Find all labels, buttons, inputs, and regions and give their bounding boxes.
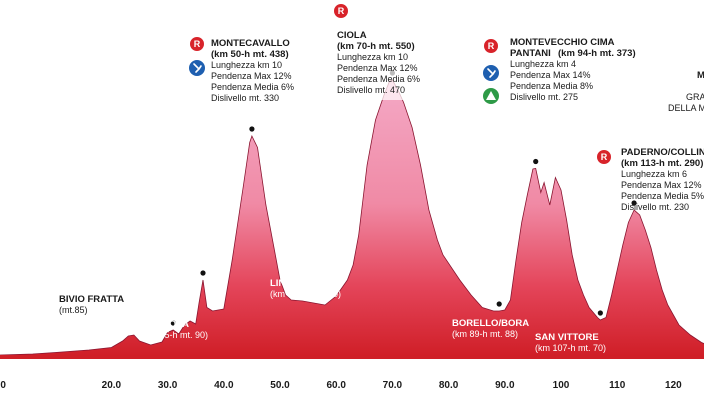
x-tick-label: 80.0 <box>439 380 459 391</box>
summit-marker <box>533 158 539 165</box>
cyclist-icon-glyph <box>487 68 496 78</box>
place-name: MELDOLA <box>142 319 189 330</box>
x-tick-label: 40.0 <box>214 380 234 391</box>
place-name: LINARO <box>270 278 306 289</box>
edge-label-2: GRA <box>686 92 704 102</box>
place-name: BIVIO FRATTA <box>59 294 124 305</box>
x-tick-label: 110 <box>609 380 626 391</box>
climb-detail: Pendenza Max 12% <box>337 63 418 73</box>
climb-detail: Lunghezza km 4 <box>510 59 576 69</box>
summit-marker <box>249 126 255 132</box>
climb-name: MONTEVECCHIO CIMA <box>510 37 615 48</box>
climb-info-backdrop <box>331 28 417 100</box>
place-label: BIVIO FRATTA(mt.85) <box>59 294 124 315</box>
x-axis-bar <box>0 355 704 359</box>
climb-subtitle: (km 70-h mt. 550) <box>337 41 415 52</box>
badge-circle <box>189 36 205 52</box>
elevation-area <box>0 80 704 355</box>
edge-label-3: DELLA M <box>668 103 704 113</box>
climb-detail: Lunghezza km 10 <box>337 52 408 62</box>
climb-detail: Pendenza Media 5% <box>621 191 704 201</box>
place-name: SAN VITTORE <box>535 332 599 343</box>
place-label: SAN VITTORE(km 107-h mt. 70) <box>535 332 606 353</box>
climb-detail: Lunghezza km 6 <box>621 169 687 179</box>
climb-info-1: R MONTECAVALLO(km 50-h mt. 438)Lunghezza … <box>189 36 294 103</box>
climb-info-4: R PADERNO/COLLIN(km 113-h mt. 290)Lunghez… <box>596 147 704 212</box>
climb-detail: Pendenza Media 6% <box>337 74 420 84</box>
place-subtitle: (km 107-h mt. 70) <box>535 343 606 353</box>
edge-label-1: M <box>697 70 704 81</box>
x-tick-label: 60.0 <box>326 380 346 391</box>
climb-detail: Pendenza Max 12% <box>211 71 292 81</box>
place-marker <box>170 320 176 326</box>
place-name: BORELLO/BORA <box>452 318 529 329</box>
climb-subtitle: (km 50-h mt. 438) <box>211 49 289 60</box>
cyclist-icon <box>189 60 205 76</box>
climb-detail: Pendenza Max 14% <box>510 70 591 80</box>
badge-letter: R <box>338 6 345 16</box>
climb-badge: R <box>189 36 205 52</box>
climb-name: CIOLA <box>337 30 367 41</box>
climb-detail: Dislivello mt. 470 <box>337 85 405 95</box>
climb-subtitle: (km 113-h mt. 290) <box>621 158 703 169</box>
place-subtitle: (km 60-h mt. 100) <box>270 289 341 299</box>
badge-letter: R <box>194 39 201 49</box>
place-subtitle: (mt.85) <box>59 305 88 315</box>
cyclist-icon <box>483 65 499 81</box>
climb-detail: Dislivello mt. 330 <box>211 93 279 103</box>
place-label: MELDOLA(km 35-h mt. 90) <box>142 319 208 340</box>
x-tick-label: 120 <box>665 380 682 391</box>
climb-subtitle: (km 94-h mt. 373) <box>558 48 636 59</box>
x-tick-label: 90.0 <box>495 380 515 391</box>
mountain-peak-icon <box>483 88 499 104</box>
climb-badge: R <box>596 149 612 165</box>
cyclist-icon-glyph <box>193 63 202 73</box>
climb-detail: Pendenza Max 12% <box>621 180 702 190</box>
climb-detail: Pendenza Media 8% <box>510 81 593 91</box>
summit-marker <box>631 200 637 206</box>
badge-letter: R <box>488 41 495 51</box>
x-tick-label: 70.0 <box>383 380 403 391</box>
place-marker <box>597 310 603 316</box>
badge-letter: R <box>601 152 608 162</box>
elevation-line <box>0 79 704 356</box>
climb-detail: Dislivello mt. 230 <box>621 202 689 212</box>
x-tick-label: 30.0 <box>158 380 178 391</box>
peak-icon-glyph <box>486 91 496 100</box>
badge-circle <box>596 149 612 165</box>
place-subtitle: (km 89-h mt. 88) <box>452 329 518 339</box>
place-label: LINARO(km 60-h mt. 100) <box>270 278 341 299</box>
badge-circle <box>483 38 499 54</box>
climb-name: MONTECAVALLO <box>211 38 290 49</box>
x-tick-label: 100 <box>553 380 570 391</box>
place-marker <box>200 270 206 276</box>
x-tick-label: 0.0 <box>0 380 6 391</box>
place-marker <box>496 301 502 307</box>
climb-badge: R <box>483 38 499 54</box>
climb-badge: R <box>333 3 349 19</box>
climb-name-2: PANTANI <box>510 48 551 59</box>
x-tick-label: 20.0 <box>102 380 122 391</box>
badge-circle <box>333 3 349 19</box>
place-subtitle: (km 35-h mt. 90) <box>142 330 208 340</box>
place-label: BORELLO/BORA(km 89-h mt. 88) <box>452 318 529 339</box>
climb-detail: Pendenza Media 6% <box>211 82 294 92</box>
climb-detail: Dislivello mt. 275 <box>510 92 578 102</box>
x-tick-label: 50.0 <box>270 380 290 391</box>
climb-detail: Lunghezza km 10 <box>211 60 282 70</box>
climb-name: PADERNO/COLLIN <box>621 147 704 158</box>
